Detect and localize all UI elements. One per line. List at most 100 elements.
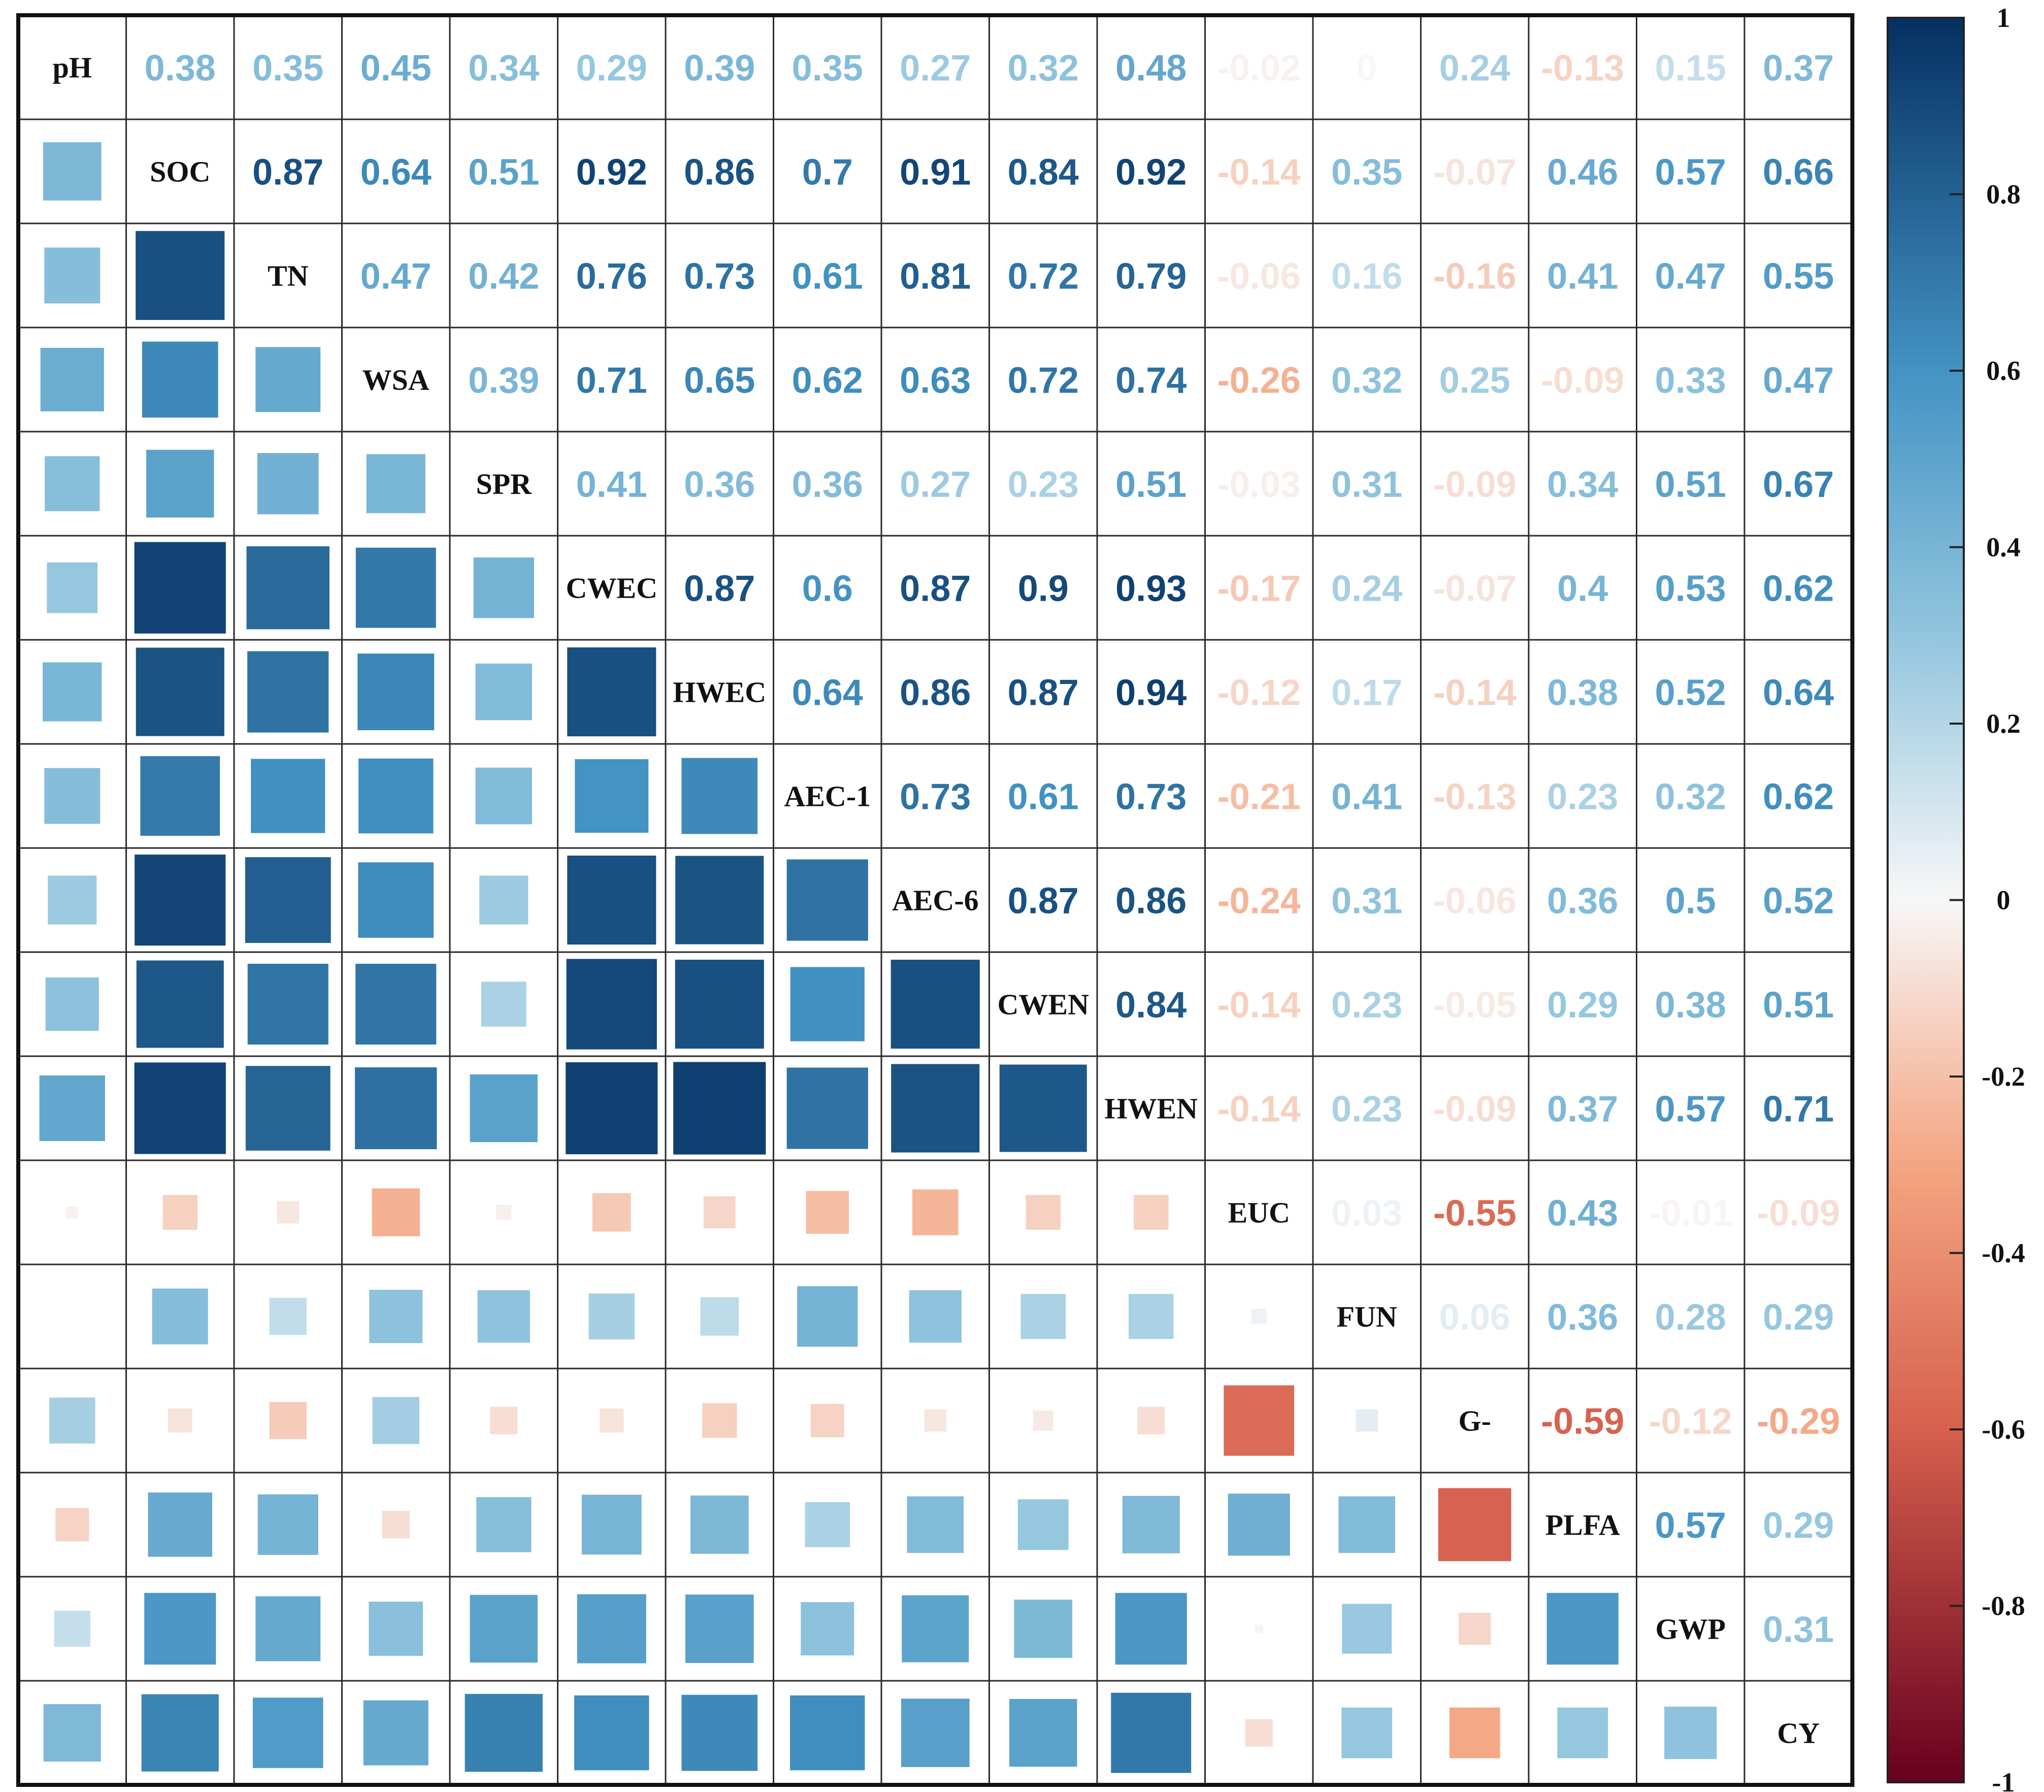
coefficient-label: 0.65	[684, 361, 755, 401]
correlation-square	[134, 229, 226, 322]
correlation-square	[356, 652, 436, 732]
correlation-square	[256, 1492, 320, 1557]
correlation-square	[143, 1591, 218, 1667]
coefficient-label: 0.84	[1008, 152, 1079, 193]
correlation-square	[42, 1702, 103, 1764]
coefficient-label: -0.13	[1541, 48, 1624, 89]
correlation-square	[54, 1506, 91, 1543]
coefficient-label: -0.09	[1541, 361, 1624, 401]
coefficient-label: 0.36	[1547, 881, 1618, 922]
coefficient-label: 0.38	[145, 48, 216, 89]
colorbar-tick-label: -0.8	[1982, 1591, 2025, 1621]
coefficient-label: 0.37	[1763, 48, 1834, 89]
variable-label-wsa: WSA	[362, 364, 430, 397]
coefficient-label: 0.38	[1655, 985, 1726, 1026]
coefficient-label: 0.57	[1655, 152, 1726, 193]
correlation-square	[672, 1060, 768, 1156]
correlation-square	[133, 1061, 227, 1156]
variable-label-aec-6: AEC-6	[892, 884, 979, 917]
correlation-square	[673, 958, 766, 1051]
correlation-square	[246, 962, 330, 1047]
correlation-square	[1556, 1706, 1610, 1760]
coefficient-label: 0.84	[1115, 985, 1186, 1026]
coefficient-label: 0.23	[1331, 985, 1402, 1026]
coefficient-label: -0.26	[1217, 361, 1301, 401]
coefficient-label: 0.35	[252, 48, 323, 89]
coefficient-label: 0.48	[1115, 48, 1186, 89]
coefficient-label: -0.01	[1649, 1193, 1732, 1234]
correlation-square	[468, 1593, 539, 1665]
correlation-square	[365, 452, 427, 515]
correlation-square	[371, 1395, 421, 1446]
coefficient-label: -0.14	[1217, 985, 1301, 1026]
coefficient-label: -0.16	[1433, 256, 1516, 297]
coefficient-label: 0.52	[1763, 881, 1834, 922]
coefficient-label: 0.87	[1008, 673, 1079, 713]
correlation-square	[1249, 1307, 1268, 1326]
correlation-square	[1253, 1623, 1265, 1635]
coefficient-label: 0.79	[1115, 256, 1186, 297]
correlation-square	[683, 1593, 755, 1665]
coefficient-label: 0.71	[1763, 1089, 1834, 1130]
correlation-square	[494, 1203, 513, 1222]
coefficient-label: 0.62	[1763, 569, 1834, 609]
correlation-square	[44, 975, 101, 1033]
colorbar-tick-label: 0.6	[1986, 355, 2021, 386]
coefficient-label: -0.09	[1433, 465, 1516, 505]
matrix-border	[16, 13, 1855, 1787]
correlation-square	[474, 662, 534, 722]
coefficient-label: 0.23	[1547, 777, 1618, 818]
variable-label-aec-1: AEC-1	[784, 780, 871, 813]
correlation-square	[1012, 1598, 1074, 1659]
coefficient-label: 0.63	[900, 361, 971, 401]
coefficient-label: 0.47	[1763, 361, 1834, 401]
coefficient-label: -0.59	[1541, 1402, 1624, 1442]
coefficient-label: 0.57	[1655, 1506, 1726, 1546]
correlation-square	[566, 854, 658, 947]
coefficient-label: 0.86	[900, 673, 971, 713]
correlation-square	[45, 561, 100, 615]
correlation-square	[580, 1493, 643, 1556]
coefficient-label: 0.51	[1763, 985, 1834, 1026]
correlation-square	[150, 1287, 210, 1346]
correlation-square	[1024, 1193, 1062, 1231]
coefficient-label: 0.73	[1115, 777, 1186, 818]
correlation-square	[1447, 1706, 1502, 1760]
correlation-square	[804, 1189, 851, 1235]
coefficient-label: -0.09	[1757, 1193, 1840, 1234]
correlation-square	[565, 957, 658, 1051]
correlation-square	[566, 645, 658, 738]
correlation-square	[476, 1288, 532, 1345]
correlation-square	[140, 1692, 220, 1773]
coefficient-label: 0.31	[1331, 465, 1402, 505]
correlation-square	[1132, 1193, 1170, 1231]
coefficient-label: 0.92	[576, 152, 647, 193]
colorbar: 1 0.8 0.6 0.4 0.2 0 -0.2 -0.4 -0.6 -0.8 -1	[1887, 3, 2025, 1792]
coefficient-label: 0.32	[1008, 48, 1079, 89]
coefficient-label: -0.24	[1217, 881, 1301, 922]
coefficient-label: 0.41	[1547, 256, 1618, 297]
correlation-square	[135, 959, 225, 1050]
coefficient-label: 0.47	[360, 256, 432, 297]
coefficient-label: 0.6	[802, 569, 853, 609]
coefficient-label: 0.51	[1655, 465, 1726, 505]
coefficient-label: -0.29	[1757, 1402, 1840, 1442]
colorbar-tick-label: -0.4	[1982, 1238, 2025, 1268]
coefficient-label: 0.47	[1655, 256, 1726, 297]
correlation-square	[370, 1187, 421, 1238]
coefficient-label: 0.43	[1547, 1193, 1618, 1234]
correlation-square	[472, 556, 536, 620]
variable-label-hwen: HWEN	[1104, 1092, 1198, 1125]
colorbar-tick-label: -0.2	[1982, 1061, 2025, 1092]
correlation-square	[475, 1495, 533, 1554]
correlation-square	[38, 1073, 107, 1143]
correlation-square	[573, 1693, 651, 1772]
correlation-square	[1243, 1717, 1274, 1748]
correlation-square	[145, 448, 216, 519]
correlation-square	[140, 340, 220, 419]
correlation-square	[1019, 1292, 1068, 1341]
coefficient-label: 0.23	[1008, 465, 1079, 505]
correlation-square	[1340, 1706, 1394, 1760]
coefficient-label: 0.87	[252, 152, 323, 193]
correlation-square	[380, 1509, 411, 1540]
